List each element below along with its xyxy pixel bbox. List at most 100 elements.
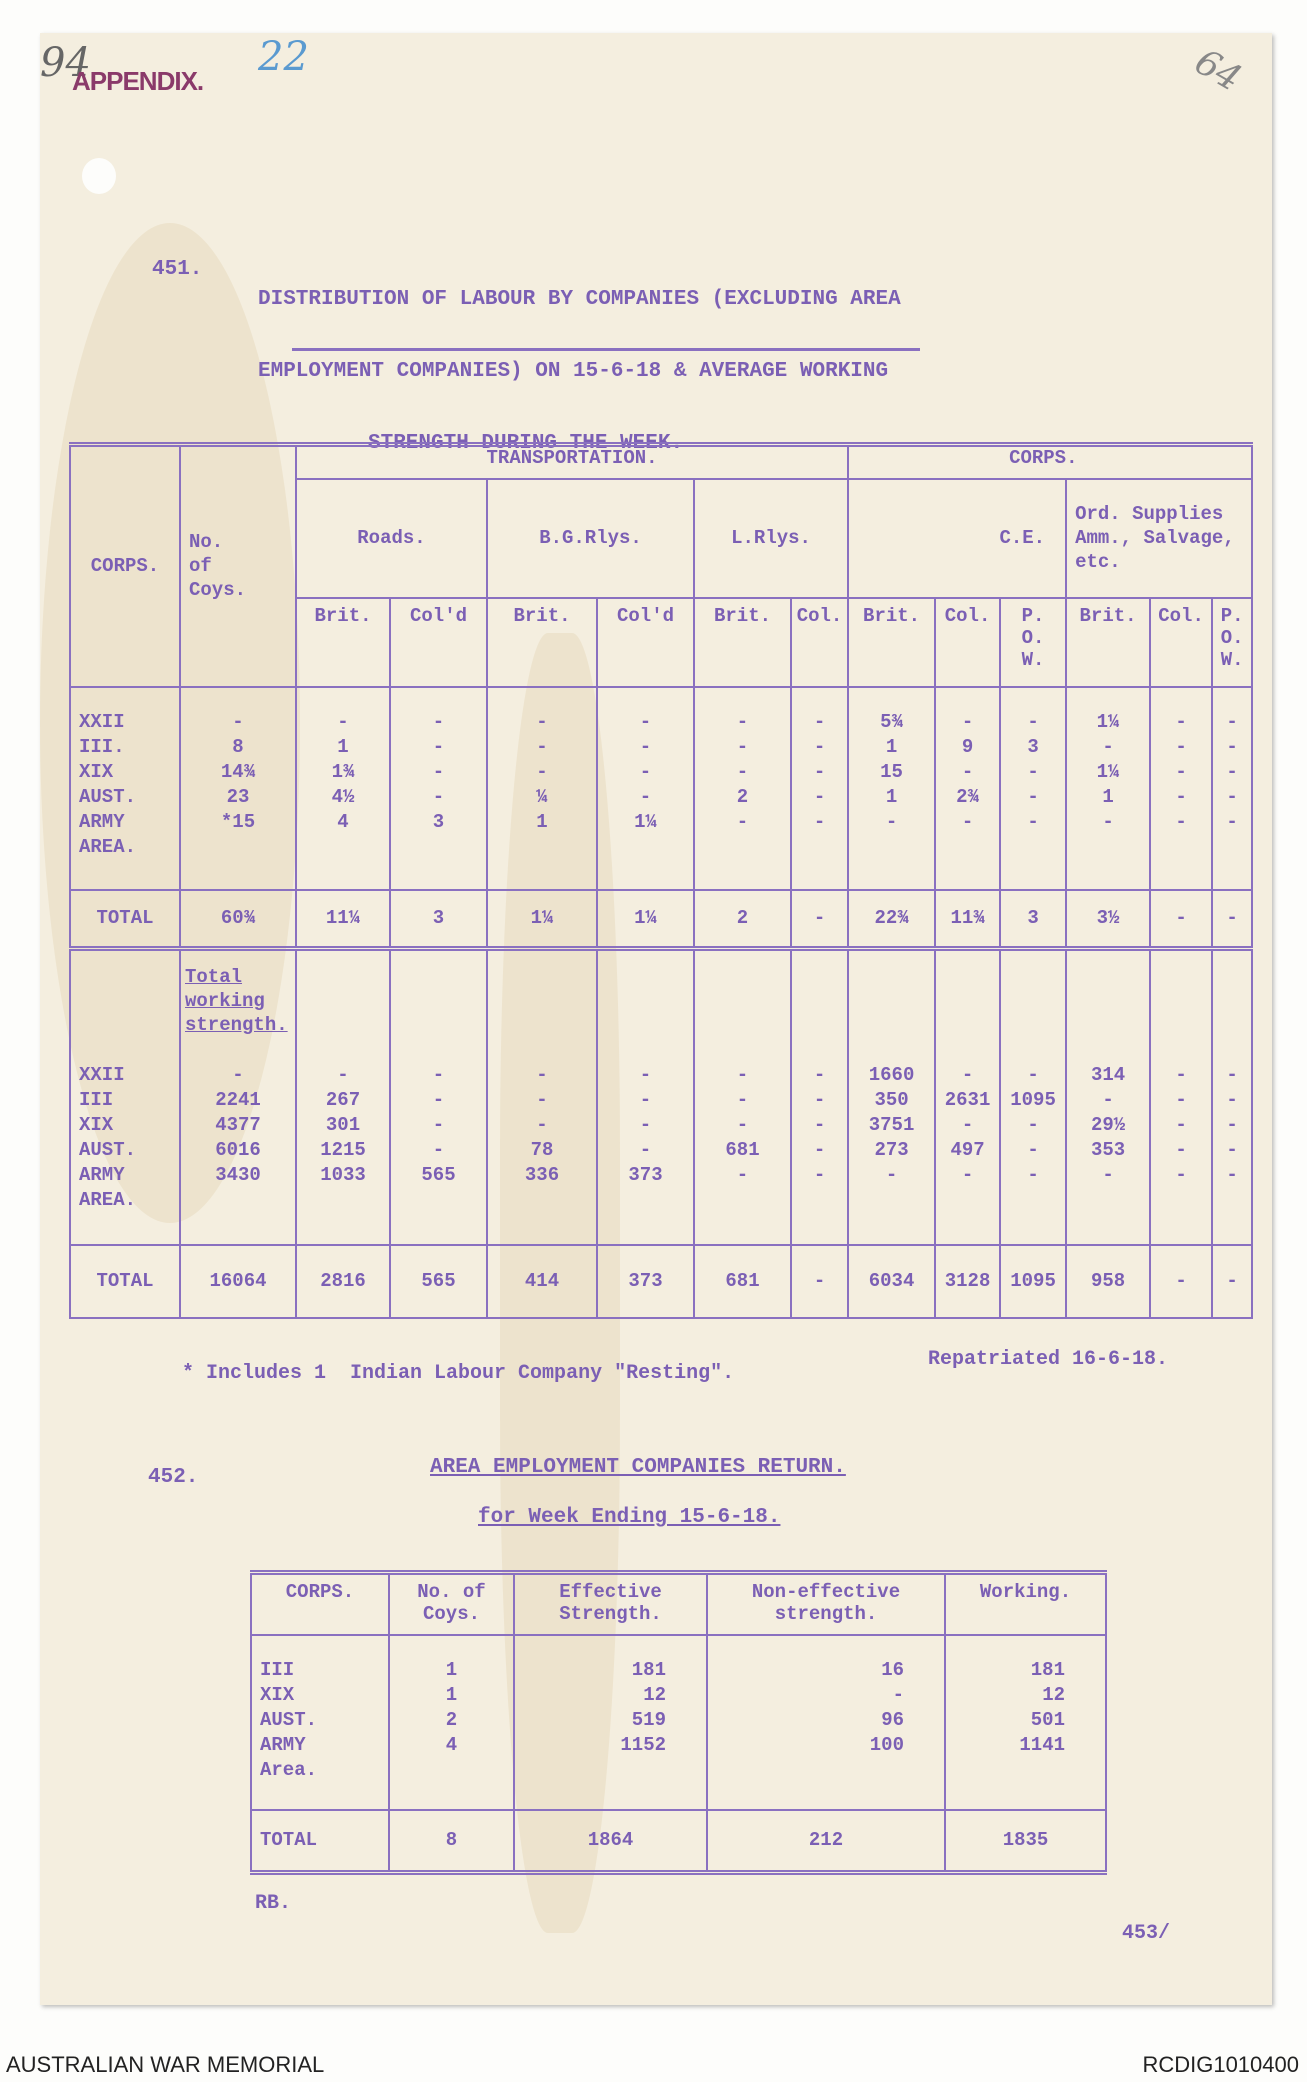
total-value: 958 <box>1065 1243 1152 1319</box>
labour-distribution-table: CORPS. No. of Coys. TRANSPORTATION. CORP… <box>69 442 1254 1319</box>
cell-value: 565 <box>421 1164 456 1186</box>
cell-value: - <box>1027 785 1039 808</box>
handwritten-page-number: 94 <box>40 40 91 86</box>
strength-total-row: TOTAL 16064 2816 565 414 373 681-6034 3128 1095 9… <box>69 1243 1254 1319</box>
cell-value: 1¼ <box>1096 710 1120 733</box>
value-cell: -3--- <box>999 685 1068 891</box>
cell-value: - <box>1027 1064 1039 1086</box>
cell-value: - <box>1175 1064 1187 1086</box>
footer-id: RCDIG1010400 <box>1142 2052 1299 2077</box>
cell-value: - <box>432 1064 445 1086</box>
cell-value: 2¾ <box>956 785 979 808</box>
cell-value: 1660 <box>868 1064 915 1086</box>
value-cell: - - - 78 336 <box>486 947 598 1246</box>
cell-value: 12 <box>1042 1683 1065 1706</box>
cell-value: - <box>1027 710 1039 733</box>
total-value: 1835 <box>944 1808 1107 1874</box>
subheader-cell: Col'd <box>389 596 488 688</box>
cell-value: 4½ <box>331 785 355 808</box>
cell-value: - <box>1102 810 1114 833</box>
cell-value: 8 <box>232 735 244 758</box>
subheader-cell: P. O. W. <box>999 596 1068 688</box>
subheader-cell: Brit. <box>847 596 937 688</box>
cell-value: 1 <box>536 810 548 833</box>
total-value: 2 <box>693 888 792 950</box>
appendix-number: 22 <box>258 34 309 80</box>
value-cell: - - - - 373 <box>596 947 695 1246</box>
cell-value: - <box>1226 710 1238 733</box>
total-value: 373 <box>596 1243 695 1319</box>
value-cell: - - - -1¼ <box>596 685 695 891</box>
cell-value: - <box>432 1114 445 1136</box>
title-line: DISTRIBUTION OF LABOUR BY COMPANIES (EXC… <box>258 288 901 311</box>
footer-source: AUSTRALIAN WAR MEMORIAL <box>6 2052 325 2077</box>
cell-value: - <box>1226 785 1238 808</box>
cell-value: 6016 <box>215 1139 261 1161</box>
value-cell: - 1095 - - - <box>999 947 1068 1246</box>
cell-value: - <box>432 710 445 733</box>
value-cell: - 2631 - 497 - <box>934 947 1002 1246</box>
cell-value: - <box>1175 1089 1187 1111</box>
cell-value: - <box>813 1164 826 1186</box>
total-value: 11¼ <box>295 888 391 950</box>
cell-value: - <box>232 1064 244 1086</box>
cell-value: 1 <box>337 735 349 758</box>
corps-label: III. <box>79 735 125 758</box>
cell-value: - <box>639 735 652 758</box>
cell-value: 1 <box>445 1658 458 1681</box>
corps-cell: III XIX AUST. ARMY Area. <box>250 1633 390 1811</box>
cell-value: - <box>1226 735 1238 758</box>
value-cell: - - - 681 - <box>693 947 792 1246</box>
cell-value: - <box>736 735 749 758</box>
cell-value: - <box>536 760 548 783</box>
cell-value: - <box>1175 710 1187 733</box>
cell-value: - <box>432 1139 445 1161</box>
cell-value: 519 <box>631 1708 666 1731</box>
cell-value: - <box>232 710 244 733</box>
value-cell: 181 12 519 1152 <box>513 1633 708 1811</box>
value-cell: -1 1¾ 4½ 4 <box>295 685 391 891</box>
value-cell: -8 14¾ 23 *15 <box>179 685 297 891</box>
total-value: 414 <box>486 1243 598 1319</box>
cell-value: - <box>736 1089 749 1111</box>
value-cell: 314 - 29½ 353 - <box>1065 947 1152 1246</box>
total-value: 1¼ <box>486 888 598 950</box>
cell-value: *15 <box>220 810 256 833</box>
subheader-cell: Brit. <box>295 596 391 688</box>
value-cell: - - - - - <box>1149 947 1214 1246</box>
total-value: 212 <box>706 1808 946 1874</box>
cell-value: 681 <box>725 1139 760 1161</box>
cell-value: - <box>639 1114 652 1136</box>
header-row-sub: Brit. Col'd Brit. Col'd Brit. Col. Brit. Col. P.… <box>70 596 1254 688</box>
total-value: - <box>1149 1243 1214 1319</box>
cell-value: - <box>1226 1139 1238 1161</box>
cell-value: - <box>961 1164 974 1186</box>
area-header-cell: Working. <box>944 1571 1107 1636</box>
area-total-row: TOTAL 8 1864 212 1835 <box>250 1808 1107 1874</box>
cell-value: - <box>1175 785 1187 808</box>
subheader-cell: Brit. <box>486 596 598 688</box>
cell-value: - <box>1226 1114 1238 1136</box>
subheader-cell: P. O. W. <box>1211 596 1254 688</box>
total-value: 16064 <box>179 1243 297 1319</box>
cell-value: 1 <box>1102 785 1114 808</box>
total-label: TOTAL <box>69 888 181 950</box>
total-value: 1864 <box>513 1808 708 1874</box>
appendix-stamp: APPENDIX. <box>72 66 204 96</box>
cell-value: 100 <box>869 1733 904 1756</box>
cell-value: - <box>536 710 548 733</box>
cell-value: 1141 <box>1019 1733 1065 1756</box>
cell-value: - <box>1027 1164 1039 1186</box>
cell-value: 14¾ <box>220 760 256 783</box>
cell-value: 301 <box>325 1114 361 1136</box>
cell-value: - <box>736 710 749 733</box>
cell-value: 16 <box>881 1658 904 1681</box>
area-header-cell: CORPS. <box>250 1571 390 1636</box>
cell-value: - <box>639 710 652 733</box>
cell-value: - <box>961 710 974 733</box>
cell-value: - <box>892 1683 904 1706</box>
cell-value: - <box>813 1114 826 1136</box>
area-rows: III XIX AUST. ARMY Area. 1 1 2 4 181 12 519 1152 16-… <box>250 1633 1107 1811</box>
corps-cell: XXII III XIX AUST. ARMY AREA. <box>69 947 181 1246</box>
